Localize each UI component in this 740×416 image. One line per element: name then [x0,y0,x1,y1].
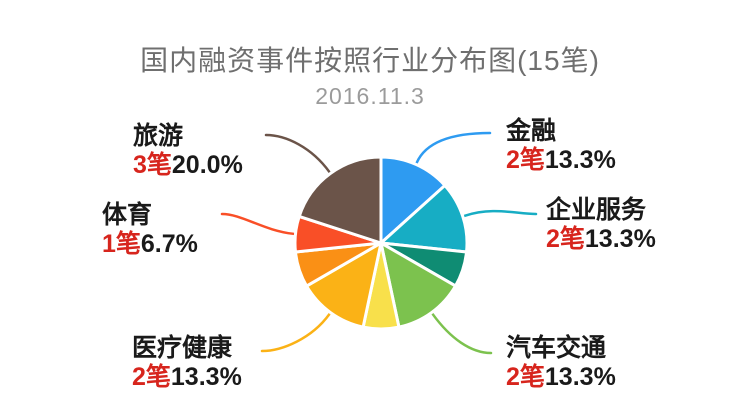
deal-percent: 13.3% [170,363,242,391]
pie-label-auto-transport: 汽车交通 2笔13.3% [506,334,616,392]
label-leader-line-8 [264,133,331,174]
pie-label-name: 体育 [102,201,153,229]
deal-count: 1笔 [102,230,141,258]
pie-slice-3[interactable] [379,241,457,329]
deal-percent: 13.3% [544,146,616,174]
pie-label-sports: 体育 1笔6.7% [102,201,198,259]
deal-percent: 13.3% [584,225,656,253]
pie-slice-1[interactable] [379,183,469,254]
pie-label-value: 2笔13.3% [506,363,616,392]
pie-label-healthcare: 医疗健康 2笔13.3% [132,334,242,392]
pie-slice-8[interactable] [297,155,383,245]
deal-count: 2笔 [132,363,171,391]
label-leader-line-7 [220,212,295,236]
pie-slice-5[interactable] [305,241,383,329]
pie-label-name: 汽车交通 [506,334,607,362]
label-leader-line-1 [463,209,538,218]
deal-percent: 6.7% [140,230,198,258]
deal-count: 3笔 [133,151,172,179]
pie-label-name: 金融 [506,117,557,145]
deal-count: 2笔 [506,146,545,174]
pie-label-value: 1笔6.7% [102,230,198,259]
chart-title: 国内融资事件按照行业分布图(15笔) [140,45,600,76]
chart-subtitle: 2016.11.3 [315,83,425,109]
pie-label-tourism: 旅游 3笔20.0% [133,122,243,180]
pie-label-enterprise-services: 企业服务 2笔13.3% [546,196,656,254]
pie-label-name: 企业服务 [546,196,647,224]
deal-percent: 20.0% [171,151,243,179]
pie-label-name: 旅游 [133,122,184,150]
pie-label-value: 2笔13.3% [546,225,656,254]
label-leader-line-3 [431,312,493,355]
pie-label-name: 医疗健康 [132,334,233,362]
pie-label-value: 2笔13.3% [132,363,242,392]
pie-label-value: 2笔13.3% [506,146,616,175]
label-leader-line-0 [415,131,492,164]
deal-percent: 13.3% [544,363,616,391]
deal-count: 2笔 [506,363,545,391]
pie-label-value: 3笔20.0% [133,151,243,180]
pie-label-finance: 金融 2笔13.3% [506,117,616,175]
label-leader-line-5 [260,312,331,353]
pie-slice-0[interactable] [379,155,447,245]
deal-count: 2笔 [546,225,585,253]
